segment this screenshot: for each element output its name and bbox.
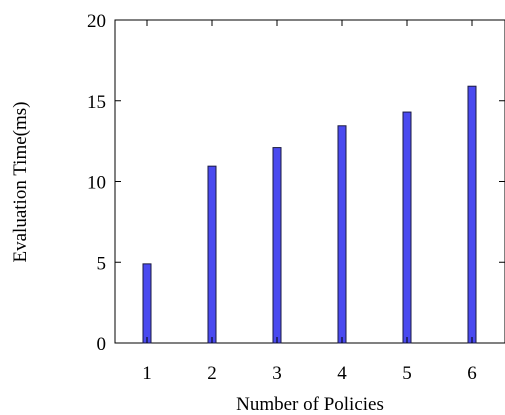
y-ticks-group: 0 5 10 15 20 — [87, 11, 505, 355]
x-tick-label-3: 3 — [272, 363, 282, 384]
y-tick-label-15: 15 — [87, 92, 106, 113]
y-tick-label-10: 10 — [87, 173, 106, 194]
x-tick-label-5: 5 — [402, 363, 412, 384]
x-ticks-group: 1 2 3 4 5 6 — [142, 20, 477, 384]
y-tick-label-20: 20 — [87, 11, 106, 32]
bar-2 — [207, 165, 217, 344]
x-tick-label-4: 4 — [337, 363, 347, 384]
bar-3 — [272, 147, 282, 344]
bars-group — [142, 85, 477, 344]
bar-6 — [467, 85, 477, 344]
y-tick-label-0: 0 — [97, 334, 107, 355]
plot-frame — [114, 19, 505, 344]
x-tick-label-1: 1 — [142, 363, 152, 384]
x-tick-label-6: 6 — [467, 363, 477, 384]
y-axis-label: Evaluation Time(ms) — [10, 102, 31, 263]
x-tick-label-2: 2 — [207, 363, 217, 384]
y-tick-label-5: 5 — [97, 253, 107, 274]
bar-1 — [142, 263, 152, 344]
x-axis-label: Number of Policies — [236, 394, 384, 415]
bar-5 — [402, 111, 412, 344]
bar-4 — [337, 125, 347, 344]
